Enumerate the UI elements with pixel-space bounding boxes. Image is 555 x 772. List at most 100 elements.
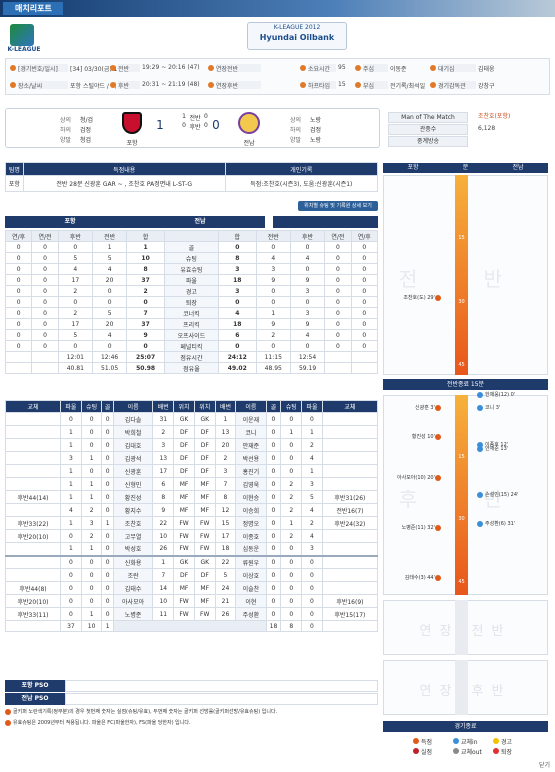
stats-cell: 0 xyxy=(4,307,33,319)
stats-cell: 9 xyxy=(255,274,291,286)
league-name: K-LEAGUE 2012 xyxy=(273,24,321,31)
period-home: 0 xyxy=(182,122,186,129)
players-column: 파울 xyxy=(301,400,323,413)
stats-cell: 12:46 xyxy=(91,351,128,363)
stats-row: 0 0 5 5 10 슈팅 8 4 4 0 0 xyxy=(4,252,379,264)
totals-cell: 10 xyxy=(80,620,103,632)
player-cell: 후반44(8) xyxy=(4,581,62,595)
player-cell: 0 xyxy=(280,607,303,621)
player-cell: 0 xyxy=(101,555,114,569)
player-cell xyxy=(4,425,62,439)
stats-label: 슈팅 xyxy=(163,252,219,264)
totals-cell: 37 xyxy=(60,620,82,632)
stats-cell: 4 xyxy=(217,307,257,319)
player-cell: 10 xyxy=(152,594,175,608)
stats-cell: 0 xyxy=(31,296,59,308)
player-cell: FW xyxy=(173,594,195,608)
kit-label: 하의 xyxy=(60,127,72,134)
players-columns: 교체 파울 슈팅 골 이름 배번 위치 위치 배번 이름 골 슈팅 파울 교체 xyxy=(4,400,379,413)
player-cell: 1 xyxy=(80,451,103,465)
stats-row: 0 0 2 0 2 경고 3 0 3 0 0 xyxy=(4,285,379,297)
player-cell: 후반24(32) xyxy=(321,516,379,530)
period-away: 0 xyxy=(204,113,208,120)
player-row: 후반33(11) 0 1 0 노병준 11 FW FW 26 주성환 0 0 0 후반15(17) xyxy=(4,607,379,621)
stats-cell: 51.05 xyxy=(91,362,128,374)
totals-spacer xyxy=(321,620,379,632)
info-icon xyxy=(10,65,16,71)
stats-cell: 0 xyxy=(31,263,59,275)
stats-cell: 0 xyxy=(91,340,128,352)
stats-cell xyxy=(324,351,352,363)
player-cell: GK xyxy=(173,412,195,426)
player-cell xyxy=(321,477,379,491)
player-cell: 13 xyxy=(152,451,175,465)
player-cell: 0 xyxy=(265,516,282,530)
stats-cell xyxy=(31,362,59,374)
player-cell: 0 xyxy=(265,451,282,465)
players-column: 파울 xyxy=(60,400,82,413)
event-icon xyxy=(477,446,483,453)
player-cell: 0 xyxy=(265,503,282,517)
legend-label: 경고 xyxy=(501,739,513,746)
player-cell xyxy=(4,477,62,491)
player-cell: 이현 xyxy=(235,594,267,608)
goals-cell: 포항 xyxy=(5,175,24,192)
player-cell: 김광석 xyxy=(112,451,154,465)
player-cell: 정명오 xyxy=(235,516,267,530)
player-cell: 5 xyxy=(214,568,237,582)
stats-cell: 25:07 xyxy=(126,351,165,363)
stats-cell: 0 xyxy=(324,307,352,319)
player-cell xyxy=(321,425,379,439)
player-cell: 1 xyxy=(60,516,82,530)
mom-value: 조찬호(포항) xyxy=(478,113,511,120)
players-column: 이름 xyxy=(235,400,267,413)
stats-cell: 11:15 xyxy=(255,351,291,363)
player-cell: 0 xyxy=(80,438,103,452)
stats-column: 전반 xyxy=(91,230,128,242)
timeline-away: 전남 xyxy=(488,163,548,173)
player-row: 후반44(8) 0 0 0 김태수 14 MF MF 24 이슬찬 0 0 0 xyxy=(4,581,379,595)
player-cell: 0 xyxy=(80,412,103,426)
stats-cell: 0 xyxy=(4,296,33,308)
stats-cell: 4 xyxy=(91,329,128,341)
team-stats-table: 연/후 연/전 후반 전반 합 합 전반 후반 연/전 연/후 0 0 0 1 1 골 0 0 0 0 0 0 0 5 5 10 슈… xyxy=(4,230,379,374)
detail-button[interactable]: 위치별 슈팅 및 기록원 상세 보기 xyxy=(298,201,378,211)
player-cell: 류원우 xyxy=(235,555,267,569)
event-icon xyxy=(435,433,441,440)
player-cell: 26 xyxy=(214,607,237,621)
stats-cell: 5 xyxy=(91,252,128,264)
info-icon xyxy=(208,65,214,71)
stats-cell: 0 xyxy=(324,241,352,253)
player-cell: 5 xyxy=(301,490,323,504)
info-label: 부심 xyxy=(363,81,388,90)
players-column: 슈팅 xyxy=(280,400,303,413)
info-value: 15 xyxy=(338,81,346,88)
player-cell: 홍진기 xyxy=(235,464,267,478)
stats-cell: 9 xyxy=(289,318,326,330)
goals-header-cell: 개인기록 xyxy=(224,162,379,176)
player-cell: 8 xyxy=(214,490,237,504)
player-cell: 0 xyxy=(101,607,114,621)
player-cell: 0 xyxy=(265,490,282,504)
player-cell: 0 xyxy=(301,581,323,595)
player-cell: 이운재 xyxy=(235,412,267,426)
stats-cell: 5 xyxy=(57,329,93,341)
player-cell: 0 xyxy=(101,412,114,426)
player-cell: 0 xyxy=(60,581,82,595)
player-cell: 1 xyxy=(60,425,82,439)
minute-tick: 30 xyxy=(458,298,465,305)
stats-cell: 4 xyxy=(255,252,291,264)
stats-cell: 0 xyxy=(4,340,33,352)
goals-table: 팀명 득점내용 개인기록 포항 전반 28분 신광훈 GAR ~ , 조찬호 PA정면내… xyxy=(5,162,379,192)
away-name: 전남 xyxy=(243,140,255,147)
player-cell: 1 xyxy=(301,464,323,478)
player-cell: 0 xyxy=(101,438,114,452)
stats-cell: 0 xyxy=(350,252,379,264)
stats-cell: 0 xyxy=(350,285,379,297)
minute-tick: 45 xyxy=(458,578,465,585)
player-cell: 후반44(14) xyxy=(4,490,62,504)
player-cell: 8 xyxy=(152,490,175,504)
close-button[interactable]: 닫기 xyxy=(538,762,550,769)
player-cell: 0 xyxy=(280,581,303,595)
player-cell: 전반16(7) xyxy=(321,503,379,517)
